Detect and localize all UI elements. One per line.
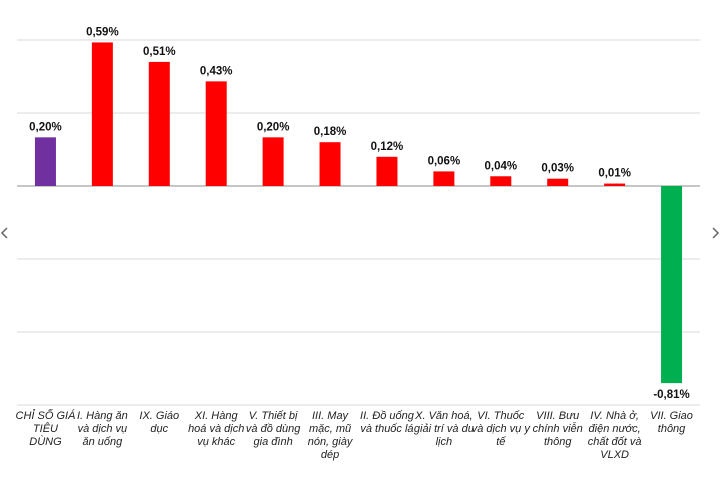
bar-0 bbox=[34, 137, 56, 186]
value-label-3: 0,43% bbox=[200, 65, 233, 77]
category-label-8: VI. Thuốc và dịch vụ y tế bbox=[471, 410, 530, 448]
bar-9 bbox=[547, 178, 569, 186]
category-label-7: X. Văn hoá, giải trí và du lịch bbox=[413, 410, 474, 448]
bar-10 bbox=[604, 183, 626, 186]
category-label-11: VII. Giao thông bbox=[650, 410, 693, 435]
category-label-10: IV. Nhà ở, điện nước, chất đốt và VLXD bbox=[587, 410, 642, 461]
value-labels: 0,20% 0,59% 0,51% 0,43% 0,20% 0,18% 0,12% 0,06%… bbox=[29, 26, 690, 401]
value-label-10: 0,01% bbox=[598, 168, 631, 180]
bar-11 bbox=[661, 186, 683, 384]
bar-4 bbox=[262, 137, 284, 186]
value-label-1: 0,59% bbox=[86, 26, 119, 38]
bar-6 bbox=[376, 156, 398, 186]
category-label-2: IX. Giáo dục bbox=[139, 410, 180, 435]
bar-2 bbox=[148, 61, 170, 186]
value-label-4: 0,20% bbox=[257, 121, 290, 133]
category-label-3: XI. Hàng hoá và dịch vụ khác bbox=[188, 410, 245, 448]
value-label-6: 0,12% bbox=[371, 141, 404, 153]
bar-5 bbox=[319, 142, 341, 186]
value-label-8: 0,04% bbox=[484, 160, 517, 172]
gridlines bbox=[17, 39, 700, 406]
category-label-4: V. Thiết bị và đồ dùng gia đình bbox=[245, 410, 301, 448]
category-label-6: II. Đồ uống và thuốc lá bbox=[360, 410, 414, 435]
value-label-0: 0,20% bbox=[29, 121, 62, 133]
value-label-11: -0,81% bbox=[653, 389, 689, 401]
right-edge-marker bbox=[712, 227, 720, 239]
value-label-2: 0,51% bbox=[143, 46, 176, 58]
bar-1 bbox=[91, 42, 113, 186]
value-label-9: 0,03% bbox=[541, 163, 574, 175]
left-edge-marker bbox=[0, 227, 8, 239]
value-label-5: 0,18% bbox=[314, 126, 347, 138]
bar-3 bbox=[205, 81, 227, 186]
category-label-9: VIII. Bưu chính viễn thông bbox=[532, 410, 583, 448]
value-label-7: 0,06% bbox=[428, 155, 461, 167]
bar-8 bbox=[490, 176, 512, 186]
category-label-5: III. May mặc, mũ nón, giày dép bbox=[307, 410, 353, 461]
bars bbox=[34, 42, 683, 384]
category-label-1: I. Hàng ăn và dịch vụ ăn uống bbox=[76, 410, 128, 448]
category-label-0: CHỈ SỐ GIÁ TIÊU DÙNG bbox=[15, 410, 76, 448]
bar-7 bbox=[433, 171, 455, 186]
